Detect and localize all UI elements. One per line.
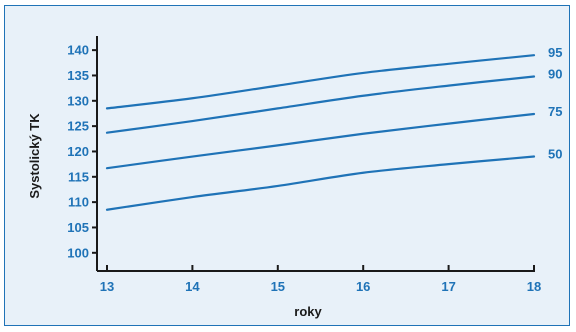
y-tick-label: 115 [68,169,89,184]
series-line-95 [105,54,536,110]
series-label-90: 90 [548,66,562,81]
y-tick-label: 120 [67,144,89,159]
axes [96,36,535,272]
x-tick-label: 15 [271,279,285,294]
y-tick-label: 100 [67,245,89,260]
x-ticks: 13 14 15 16 17 18 [100,265,541,294]
y-tick-label: 105 [67,220,89,235]
series-label-95: 95 [548,45,562,60]
x-tick-label: 18 [527,279,541,294]
y-tick-label: 125 [67,119,89,134]
series-line-75 [105,112,536,170]
series-lines [105,54,536,211]
x-tick-label: 17 [441,279,455,294]
y-ticks: 100 105 110 115 120 125 130 135 140 [67,43,97,260]
y-axis-title: Systolický TK [27,113,42,199]
series-labels: 95 90 75 50 [548,45,562,161]
series-label-50: 50 [548,147,562,162]
y-tick-label: 110 [68,195,89,210]
series-line-90 [105,75,536,134]
x-tick-label: 14 [185,279,200,294]
series-line-50 [105,155,536,211]
chart-frame [4,5,570,326]
x-tick-label: 13 [100,279,114,294]
y-tick-label: 135 [67,68,89,83]
x-tick-label: 16 [356,279,370,294]
x-axis-title: roky [294,304,322,319]
series-label-75: 75 [548,104,562,119]
y-tick-label: 130 [67,93,89,108]
y-tick-label: 140 [67,43,89,58]
